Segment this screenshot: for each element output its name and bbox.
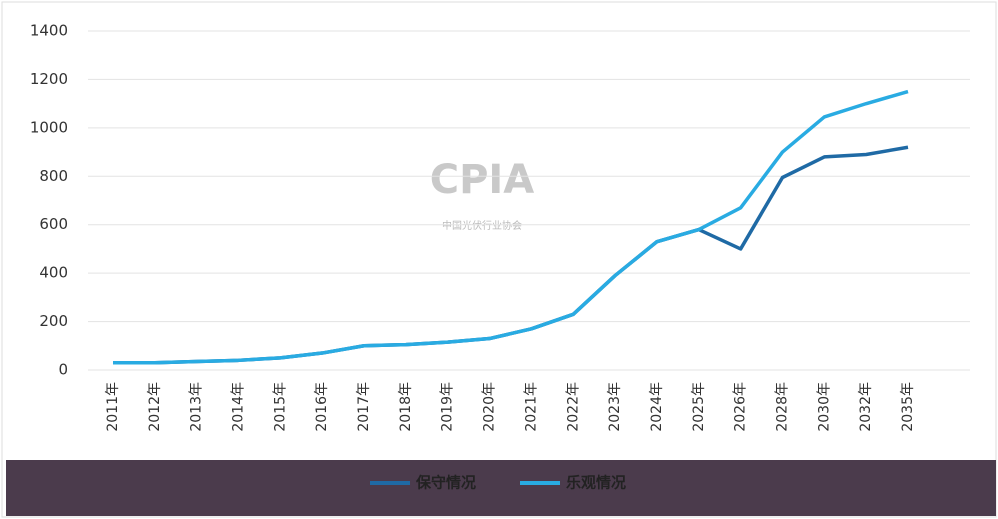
legend-label: 保守情况 bbox=[415, 474, 476, 492]
x-tick-label: 2028年 bbox=[774, 382, 790, 432]
watermark-name: 中国光伏行业协会 bbox=[442, 219, 522, 232]
x-tick-label: 2030年 bbox=[816, 382, 832, 432]
x-tick-label: 2020年 bbox=[482, 382, 498, 432]
y-tick-label: 600 bbox=[39, 215, 68, 233]
x-tick-label: 2035年 bbox=[900, 382, 916, 432]
y-tick-label: 800 bbox=[39, 167, 68, 185]
x-tick-label: 2013年 bbox=[189, 382, 205, 432]
x-tick-label: 2022年 bbox=[565, 382, 581, 432]
x-tick-label: 2023年 bbox=[607, 382, 623, 432]
x-tick-label: 2016年 bbox=[314, 382, 330, 432]
x-tick-label: 2015年 bbox=[272, 382, 288, 432]
watermark-logo: CPIA bbox=[430, 157, 535, 203]
x-tick-label: 2018年 bbox=[398, 382, 414, 432]
x-tick-label: 2032年 bbox=[858, 382, 874, 432]
x-tick-label: 2024年 bbox=[649, 382, 665, 432]
y-tick-label: 1200 bbox=[30, 70, 68, 88]
series-line bbox=[113, 89, 909, 365]
y-tick-label: 1000 bbox=[30, 118, 68, 136]
x-tick-label: 2021年 bbox=[523, 382, 539, 432]
x-tick-label: 2012年 bbox=[147, 382, 163, 432]
y-tick-label: 1400 bbox=[30, 22, 68, 40]
y-tick-label: 400 bbox=[39, 264, 68, 282]
x-tick-label: 2014年 bbox=[231, 382, 247, 432]
y-tick-label: 0 bbox=[58, 361, 68, 379]
x-tick-label: 2011年 bbox=[105, 382, 121, 432]
x-tick-label: 2017年 bbox=[356, 382, 372, 432]
y-tick-label: 200 bbox=[39, 312, 68, 330]
x-tick-label: 2025年 bbox=[691, 382, 707, 432]
x-tick-label: 2026年 bbox=[733, 382, 749, 432]
legend-label: 乐观情况 bbox=[566, 474, 626, 492]
x-tick-label: 2019年 bbox=[440, 382, 456, 432]
legend-band bbox=[6, 460, 996, 516]
